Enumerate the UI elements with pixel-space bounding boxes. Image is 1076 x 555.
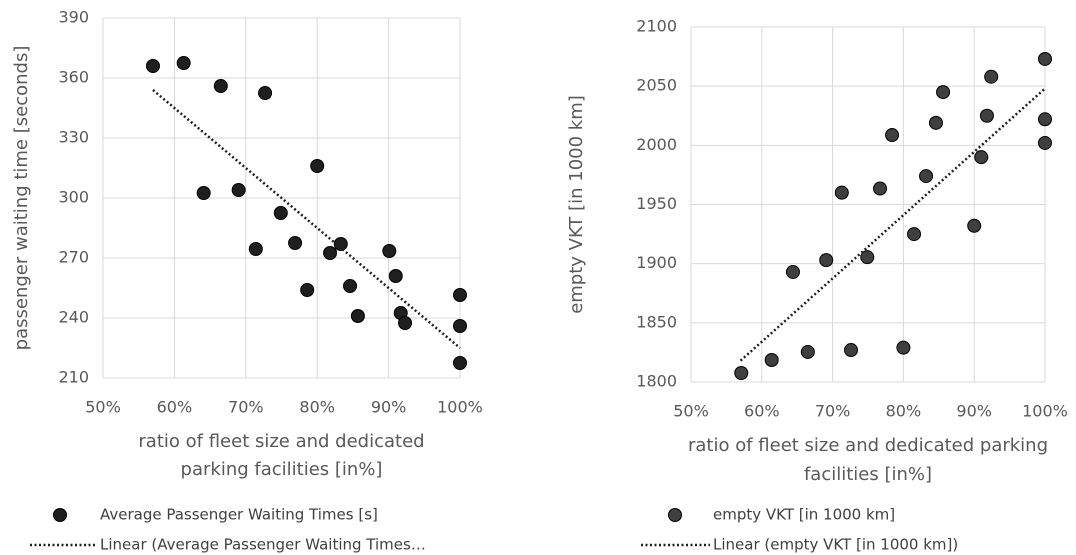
- x-tick-label: 70%: [815, 402, 851, 421]
- trend-line: [152, 89, 461, 349]
- point: [382, 244, 397, 258]
- point: [936, 85, 951, 100]
- point: [873, 181, 888, 196]
- point: [764, 352, 779, 367]
- y-tick-label: 1950: [636, 194, 677, 213]
- y-tick-label: 2050: [636, 76, 677, 95]
- point: [323, 246, 338, 260]
- point: [800, 344, 815, 359]
- point: [273, 206, 288, 220]
- point: [734, 366, 749, 381]
- x-tick-label: 80%: [299, 398, 335, 417]
- point: [310, 159, 325, 173]
- point: [288, 236, 303, 250]
- point: [819, 253, 834, 268]
- y-axis-title: empty VKT [in 1000 km]: [566, 95, 587, 314]
- legend-label: Linear (Average Passenger Waiting Times…: [100, 536, 426, 554]
- point: [453, 319, 467, 333]
- point: [388, 269, 403, 283]
- x-tick-label: 80%: [886, 402, 922, 421]
- point: [145, 59, 160, 73]
- y-tick-label: 270: [58, 248, 89, 267]
- y-tick-label: 300: [58, 188, 89, 207]
- x-tick-label: 100%: [437, 398, 483, 417]
- y-tick-label: 1800: [636, 372, 677, 391]
- x-axis-title: ratio of fleet size and dedicated: [138, 431, 424, 452]
- point: [1038, 135, 1052, 150]
- x-tick-label: 70%: [228, 398, 264, 417]
- x-axis-title: parking facilities [in%]: [181, 459, 383, 480]
- x-tick-label: 60%: [744, 402, 780, 421]
- legend-marker: [668, 508, 682, 522]
- point: [453, 288, 467, 302]
- point: [984, 69, 999, 84]
- point: [213, 79, 228, 93]
- point: [231, 183, 246, 197]
- point: [860, 250, 875, 265]
- y-tick-label: 390: [58, 8, 89, 27]
- point: [1038, 51, 1052, 66]
- point: [919, 169, 934, 184]
- x-tick-label: 50%: [673, 402, 709, 421]
- x-axis-title: ratio of fleet size and dedicated parkin…: [688, 435, 1048, 456]
- x-axis-title: facilities [in%]: [804, 464, 932, 485]
- point: [896, 340, 911, 355]
- trend-line: [739, 87, 1046, 362]
- y-tick-label: 360: [58, 68, 89, 87]
- y-tick-label: 1850: [636, 312, 677, 331]
- y-tick-label: 210: [58, 368, 89, 387]
- point: [343, 279, 358, 293]
- x-tick-label: 90%: [956, 402, 992, 421]
- y-tick-label: 240: [58, 308, 89, 327]
- point: [834, 185, 849, 200]
- point: [300, 283, 315, 297]
- point: [1038, 112, 1052, 127]
- point: [974, 150, 989, 165]
- point: [248, 242, 263, 256]
- point: [398, 316, 413, 330]
- y-tick-label: 1900: [636, 253, 677, 272]
- y-tick-label: 2000: [636, 135, 677, 154]
- x-tick-label: 50%: [85, 398, 121, 417]
- point: [928, 115, 943, 130]
- point: [967, 218, 982, 233]
- point: [196, 186, 211, 200]
- point: [785, 264, 800, 279]
- legend-label: empty VKT [in 1000 km]: [713, 506, 895, 524]
- x-tick-label: 90%: [371, 398, 407, 417]
- x-tick-label: 60%: [157, 398, 193, 417]
- point: [979, 108, 994, 123]
- point: [453, 356, 467, 370]
- point: [885, 128, 900, 143]
- point: [258, 86, 273, 100]
- point: [844, 343, 859, 358]
- point: [176, 56, 191, 70]
- y-tick-label: 330: [58, 128, 89, 147]
- x-tick-label: 100%: [1022, 402, 1068, 421]
- legend-label: Average Passenger Waiting Times [s]: [100, 506, 378, 524]
- point: [350, 309, 365, 323]
- y-axis-title: passenger waiting time [seconds]: [11, 46, 32, 351]
- point: [907, 227, 922, 242]
- y-tick-label: 2100: [636, 17, 677, 36]
- point: [333, 237, 348, 251]
- legend-label: Linear (empty VKT [in 1000 km]): [713, 536, 958, 554]
- legend-marker: [53, 508, 67, 522]
